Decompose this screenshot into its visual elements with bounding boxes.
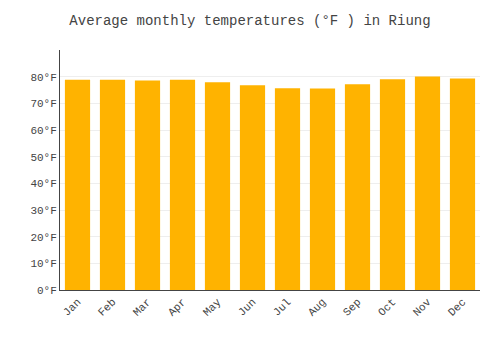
svg-text:Apr: Apr: [166, 296, 188, 318]
svg-text:Oct: Oct: [376, 296, 398, 318]
svg-text:10°F: 10°F: [30, 258, 56, 270]
svg-text:Average monthly temperatures (: Average monthly temperatures (°F ) in Ri…: [69, 13, 430, 29]
svg-text:Sep: Sep: [341, 296, 363, 318]
svg-text:80°F: 80°F: [30, 72, 56, 84]
svg-text:70°F: 70°F: [30, 98, 56, 110]
svg-text:Jul: Jul: [271, 296, 293, 318]
svg-text:Mar: Mar: [131, 296, 153, 318]
svg-text:Dec: Dec: [446, 296, 468, 318]
svg-text:Aug: Aug: [306, 296, 328, 318]
svg-text:May: May: [201, 296, 224, 319]
svg-text:60°F: 60°F: [30, 125, 56, 137]
svg-text:Jan: Jan: [61, 296, 83, 318]
svg-text:40°F: 40°F: [30, 178, 56, 190]
svg-text:0°F: 0°F: [37, 285, 57, 297]
svg-text:20°F: 20°F: [30, 232, 56, 244]
svg-text:Jun: Jun: [236, 296, 258, 318]
svg-text:50°F: 50°F: [30, 152, 56, 164]
svg-text:30°F: 30°F: [30, 205, 56, 217]
svg-text:Feb: Feb: [96, 296, 118, 318]
svg-text:Nov: Nov: [411, 296, 434, 319]
